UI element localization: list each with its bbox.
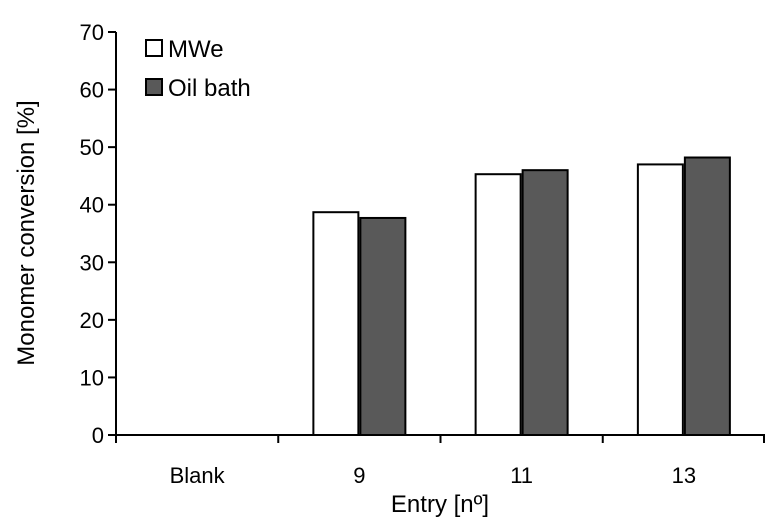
bar-oil-bath-9 — [359, 216, 407, 436]
x-axis-title: Entry [nº] — [391, 491, 489, 518]
y-tick-label: 40 — [80, 193, 104, 218]
y-tick-label: 30 — [80, 250, 104, 275]
y-tick-label: 10 — [80, 365, 104, 390]
y-tick-label: 50 — [80, 135, 104, 160]
legend-label-oil-bath: Oil bath — [168, 75, 251, 102]
x-tick-label: Blank — [170, 463, 226, 488]
y-tick-label: 20 — [80, 308, 104, 333]
x-tick-label: 9 — [353, 463, 365, 488]
y-tick-label: 60 — [80, 78, 104, 103]
y-axis-title: Monomer conversion [%] — [13, 100, 40, 365]
y-axis: 0 10 20 30 40 50 60 70 — [80, 20, 117, 448]
bar-oil-bath-13 — [683, 156, 731, 436]
y-tick-label: 0 — [92, 423, 104, 448]
x-axis: Blank 9 11 13 — [115, 434, 765, 488]
x-tick-label: 11 — [510, 463, 533, 488]
y-tick-label: 70 — [80, 20, 104, 45]
bar-mwe-9 — [312, 211, 360, 436]
legend-label-mwe: MWe — [168, 36, 224, 63]
legend: MWe Oil bath — [145, 36, 251, 102]
legend-swatch-oil-bath — [145, 78, 163, 96]
bar-mwe-11 — [474, 173, 522, 437]
x-tick-label: 13 — [672, 463, 696, 488]
plot-area — [312, 156, 731, 437]
bar-mwe-13 — [636, 163, 684, 437]
legend-swatch-mwe — [145, 39, 163, 57]
bar-oil-bath-11 — [521, 169, 569, 437]
